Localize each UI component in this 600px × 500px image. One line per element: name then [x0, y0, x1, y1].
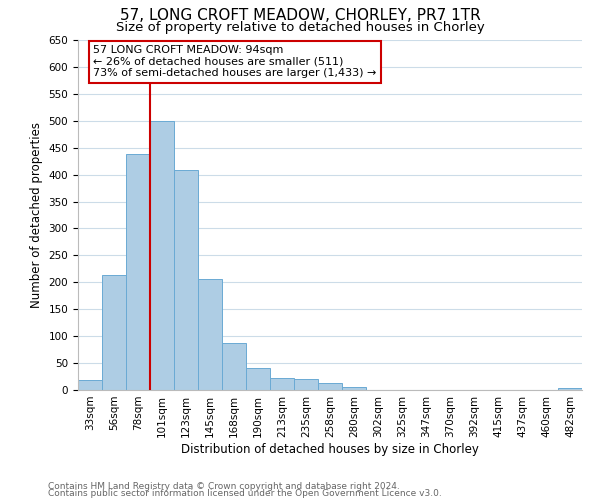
Bar: [558, 388, 582, 390]
Bar: [174, 170, 198, 390]
Bar: [102, 276, 126, 390]
Text: Contains public sector information licensed under the Open Government Licence v3: Contains public sector information licen…: [48, 488, 442, 498]
Text: 57 LONG CROFT MEADOW: 94sqm
← 26% of detached houses are smaller (511)
73% of se: 57 LONG CROFT MEADOW: 94sqm ← 26% of det…: [93, 46, 376, 78]
Bar: [294, 379, 318, 390]
X-axis label: Distribution of detached houses by size in Chorley: Distribution of detached houses by size …: [181, 442, 479, 456]
Bar: [126, 154, 150, 390]
Text: Size of property relative to detached houses in Chorley: Size of property relative to detached ho…: [116, 21, 484, 34]
Bar: [150, 121, 174, 390]
Bar: [342, 388, 366, 390]
Bar: [318, 383, 342, 390]
Bar: [222, 343, 246, 390]
Text: 57, LONG CROFT MEADOW, CHORLEY, PR7 1TR: 57, LONG CROFT MEADOW, CHORLEY, PR7 1TR: [119, 8, 481, 22]
Bar: [78, 380, 102, 390]
Y-axis label: Number of detached properties: Number of detached properties: [30, 122, 43, 308]
Bar: [270, 378, 294, 390]
Bar: [198, 278, 222, 390]
Bar: [246, 368, 270, 390]
Text: Contains HM Land Registry data © Crown copyright and database right 2024.: Contains HM Land Registry data © Crown c…: [48, 482, 400, 491]
